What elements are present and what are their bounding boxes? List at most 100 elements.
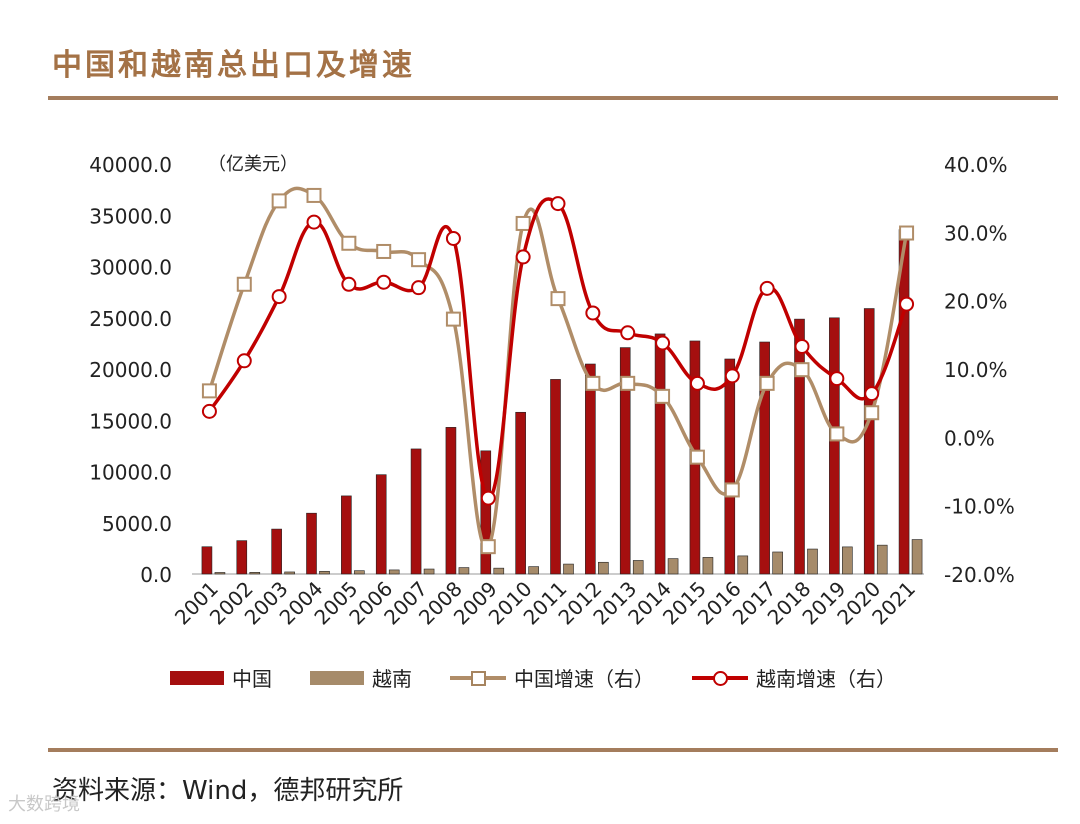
right-axis-tick-label: 40.0% (944, 153, 1008, 177)
legend-swatch-china (170, 670, 224, 685)
bar-china (341, 495, 352, 575)
legend-label-china-growth: 中国增速（右） (514, 667, 654, 691)
bar-china (236, 540, 248, 575)
china-growth-point (724, 482, 740, 498)
bar-vietnam (876, 544, 888, 575)
vietnam-growth-line (207, 197, 909, 500)
bar-china (724, 358, 736, 575)
bar-china (898, 229, 910, 575)
bar-china (201, 546, 213, 575)
left-axis-tick-label: 5000.0 (102, 512, 172, 536)
china-growth-point (655, 388, 671, 404)
bar-china (794, 318, 805, 575)
legend-item-china-growth: 中国增速（右） (450, 663, 654, 692)
bar-china (863, 308, 875, 575)
vietnam-growth-point (864, 386, 880, 402)
bar-china (271, 528, 282, 575)
china-growth-point (899, 225, 915, 241)
bar-vietnam (319, 570, 330, 575)
vietnam-growth-point (759, 280, 775, 296)
bar-china (480, 450, 492, 575)
left-axis-tick-label: 15000.0 (89, 409, 172, 433)
bar-china (759, 341, 770, 575)
vietnam-growth-point (376, 274, 392, 290)
bar-china (550, 379, 561, 575)
china-growth-point (236, 276, 252, 292)
china-growth-point (201, 383, 217, 399)
left-axis-tick-label: 25000.0 (89, 307, 172, 331)
left-axis-unit-label: （亿美元） (208, 154, 298, 175)
bar-vietnam (563, 563, 574, 575)
bar-vietnam (598, 561, 609, 575)
bar-vietnam (354, 570, 365, 575)
legend-swatch-china-growth (450, 668, 506, 688)
left-axis-tick-label: 0.0 (140, 563, 172, 587)
right-axis-tick-label: 0.0% (944, 426, 995, 450)
bar-vietnam (842, 546, 853, 575)
china-growth-point (550, 291, 566, 307)
china-growth-point (759, 375, 775, 391)
bar-vietnam (702, 557, 714, 575)
bar-vietnam (493, 567, 505, 575)
source-note: 资料来源：Wind，德邦研究所 (52, 776, 404, 806)
china-growth-point (271, 193, 287, 209)
bar-vietnam (249, 572, 261, 575)
vietnam-growth-point (201, 403, 217, 419)
bar-vietnam (423, 568, 435, 575)
china-growth-point (689, 449, 705, 465)
legend-item-china: 中国 (170, 663, 272, 692)
legend-item-vietnam-growth: 越南增速（右） (692, 663, 896, 692)
legend-label-vietnam: 越南 (372, 667, 412, 691)
china-growth-line (207, 186, 909, 550)
chart-area: 0.0 5000.0 10000.0 15000.0 20000.0 25000.0 300… (89, 153, 1015, 630)
bar-vietnam (772, 551, 783, 575)
left-axis-tick-label: 10000.0 (89, 461, 172, 485)
vietnam-growth-point (515, 249, 531, 265)
right-axis-tick-label: 10.0% (944, 358, 1008, 382)
china-growth-point (376, 243, 392, 259)
bottom-divider (48, 748, 1058, 752)
china-growth-point (411, 252, 427, 268)
bar-vietnam (667, 558, 679, 575)
left-axis-tick-label: 20000.0 (89, 358, 172, 382)
right-axis-tick-label: -20.0% (944, 563, 1015, 587)
vietnam-growth-point (655, 335, 671, 351)
bar-vietnam (528, 566, 539, 575)
bar-china (375, 474, 387, 575)
bar-china (515, 411, 526, 575)
vietnam-growth-point (411, 280, 427, 296)
vietnam-growth-point (341, 276, 357, 292)
china-growth-point (620, 375, 636, 391)
right-axis-tick-label: -10.0% (944, 495, 1015, 519)
legend-item-vietnam: 越南 (310, 663, 412, 692)
vietnam-growth-point (899, 296, 915, 312)
china-growth-point (480, 539, 496, 555)
bar-china (306, 512, 317, 575)
bar-vietnam (911, 539, 923, 575)
left-axis-tick-label: 35000.0 (89, 204, 172, 228)
bar-china (410, 448, 422, 575)
vietnam-growth-point (271, 289, 287, 305)
bar-vietnam (737, 555, 749, 575)
top-divider (48, 96, 1058, 100)
legend-label-china: 中国 (232, 667, 272, 691)
china-growth-point (864, 405, 880, 421)
bar-china (654, 333, 666, 575)
bar-vietnam (214, 572, 226, 575)
vietnam-growth-point (306, 214, 322, 230)
bar-vietnam (458, 567, 470, 575)
legend-label-vietnam-growth: 越南增速（右） (756, 667, 896, 691)
vietnam-growth-point (620, 325, 636, 341)
bar-vietnam (284, 571, 295, 575)
right-axis-tick-label: 20.0% (944, 290, 1008, 314)
vietnam-growth-point (236, 353, 252, 369)
vietnam-growth-point (724, 368, 740, 384)
bar-china (585, 363, 596, 575)
bar-vietnam (632, 560, 644, 575)
left-axis-tick-label: 30000.0 (89, 256, 172, 280)
legend-swatch-vietnam-growth (692, 668, 748, 688)
china-growth-point (341, 235, 357, 251)
bar-vietnam (807, 548, 818, 575)
vietnam-growth-point (689, 375, 705, 391)
legend-swatch-vietnam (310, 670, 364, 685)
